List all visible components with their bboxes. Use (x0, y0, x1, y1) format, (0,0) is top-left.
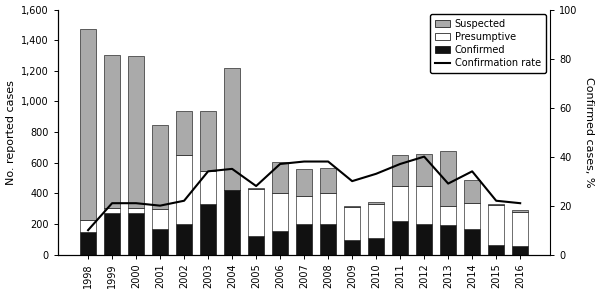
Bar (296, 196, 312, 224)
Bar (152, 209, 168, 229)
Bar (80, 220, 96, 232)
Bar (512, 246, 528, 255)
Bar (296, 224, 312, 255)
Bar (416, 224, 432, 255)
Bar (272, 162, 288, 193)
Bar (368, 204, 384, 238)
Bar (272, 193, 288, 231)
Bar (512, 210, 528, 212)
Bar (344, 206, 360, 207)
Bar (416, 186, 432, 224)
Bar (200, 171, 216, 204)
Bar (152, 125, 168, 209)
Bar (464, 229, 480, 255)
Bar (512, 212, 528, 246)
Bar (104, 55, 120, 208)
Y-axis label: Confirmed cases, %: Confirmed cases, % (584, 77, 595, 187)
Bar (464, 180, 480, 203)
Y-axis label: No. reported cases: No. reported cases (5, 80, 16, 185)
Bar (80, 232, 96, 255)
Bar (440, 151, 456, 206)
Bar (320, 193, 336, 224)
Bar (392, 186, 408, 221)
Bar (128, 213, 144, 255)
Bar (224, 190, 240, 255)
Bar (176, 155, 192, 224)
Bar (488, 205, 504, 245)
Bar (464, 203, 480, 229)
Bar (104, 208, 120, 213)
Bar (440, 206, 456, 225)
Bar (272, 231, 288, 255)
Bar (248, 188, 264, 189)
Bar (368, 202, 384, 204)
Bar (248, 189, 264, 236)
Bar (392, 155, 408, 186)
Bar (128, 208, 144, 213)
Bar (392, 221, 408, 255)
Bar (320, 224, 336, 255)
Bar (440, 225, 456, 255)
Bar (488, 245, 504, 255)
Bar (248, 236, 264, 255)
Bar (200, 111, 216, 171)
Bar (344, 207, 360, 240)
Bar (80, 29, 96, 220)
Bar (176, 224, 192, 255)
Bar (416, 153, 432, 186)
Bar (344, 240, 360, 255)
Bar (488, 204, 504, 205)
Bar (152, 229, 168, 255)
Bar (320, 168, 336, 193)
Bar (368, 238, 384, 255)
Bar (200, 204, 216, 255)
Bar (128, 56, 144, 208)
Bar (104, 213, 120, 255)
Bar (224, 68, 240, 190)
Bar (176, 111, 192, 155)
Bar (296, 169, 312, 196)
Legend: Suspected, Presumptive, Confirmed, Confirmation rate: Suspected, Presumptive, Confirmed, Confi… (430, 14, 545, 73)
